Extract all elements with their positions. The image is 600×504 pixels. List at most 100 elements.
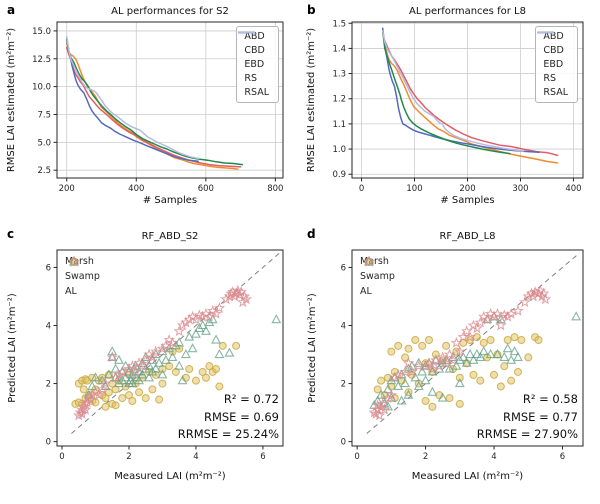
panel-c-plot-area: 0 2 4 6 0 2 4 6 — [46, 249, 284, 462]
y-tick-label: 10.0 — [32, 83, 51, 93]
panel-d-x-axis-label: Measured LAI (m²m⁻²) — [411, 471, 524, 482]
swamp-marker — [437, 357, 448, 367]
marsh-marker — [198, 367, 207, 376]
series-line-ebd — [65, 39, 199, 163]
legend-swatch-star-icon — [363, 255, 375, 267]
marsh-marker — [472, 333, 481, 342]
swamp-marker — [475, 351, 486, 361]
swamp-marker — [495, 314, 506, 324]
al-marker — [433, 360, 445, 372]
swamp-marker — [114, 378, 124, 388]
panel-c-r2-value: R² = 0.72 — [223, 392, 279, 406]
swamp-marker — [90, 372, 101, 382]
swamp-marker — [413, 380, 424, 391]
panel-d-legend: Marsh Swamp AL — [360, 255, 395, 297]
legend-label: RSAL — [244, 87, 269, 98]
marsh-marker — [425, 336, 433, 345]
swamp-marker — [468, 354, 479, 364]
marsh-marker — [442, 341, 451, 350]
x-tick-label: 4 — [193, 452, 198, 462]
al-marker — [436, 351, 449, 363]
al-marker — [146, 351, 159, 363]
legend-label: ABD — [244, 31, 265, 42]
legend-swatch-line-icon — [537, 31, 555, 34]
y-tick-label: 6 — [341, 263, 346, 273]
marsh-marker — [394, 341, 403, 350]
marsh-marker — [411, 336, 420, 345]
series-line-ebd — [381, 27, 540, 154]
swamp-marker — [478, 346, 489, 356]
al-marker — [426, 363, 439, 374]
al-marker — [129, 365, 142, 377]
al-marker — [173, 325, 185, 337]
swamp-marker — [451, 360, 462, 370]
swamp-marker — [396, 369, 407, 379]
swamp-marker — [420, 360, 431, 370]
series-line-rs — [381, 30, 511, 155]
legend-swatch-triangle-icon — [68, 256, 80, 266]
al-marker — [389, 371, 401, 383]
marsh-marker — [212, 365, 221, 374]
series-line-rsal — [381, 30, 524, 152]
panel-d: d RF_ABD_L8 Predicted LAI (m²m⁻²) Measur… — [300, 225, 600, 504]
al-marker — [140, 354, 152, 366]
marsh-marker — [455, 399, 464, 408]
y-tick-label: 2.5 — [37, 166, 51, 176]
identity-line — [366, 252, 580, 434]
swamp-marker — [184, 331, 195, 341]
al-marker — [363, 255, 375, 267]
swamp-marker — [197, 319, 208, 330]
panel-letter-d: d — [307, 227, 316, 241]
marsh-marker — [476, 376, 485, 385]
y-tick-label: 7.5 — [37, 110, 51, 120]
swamp-marker — [363, 256, 375, 266]
swamp-marker — [393, 380, 404, 391]
al-marker — [377, 397, 389, 409]
marsh-marker — [218, 341, 227, 350]
legend-item-rsal: RSAL — [238, 31, 269, 98]
y-tick-label: 1.0 — [332, 145, 346, 155]
y-tick-label: 2 — [46, 380, 51, 390]
swamp-marker — [420, 375, 431, 385]
swamp-marker — [177, 375, 188, 385]
panel-d-rrmse-value: RRMSE = 27.90% — [476, 427, 578, 441]
x-tick-label: 600 — [198, 184, 214, 194]
marsh-marker — [215, 382, 224, 391]
swamp-marker — [410, 372, 421, 382]
marsh-marker — [124, 391, 133, 400]
y-tick-label: 1.4 — [332, 44, 346, 54]
marsh-marker — [455, 373, 464, 382]
swamp-marker — [164, 343, 175, 353]
x-tick-label: 0 — [359, 184, 364, 194]
swamp-marker — [110, 372, 121, 382]
y-tick-label: 1.3 — [332, 70, 346, 80]
legend-item-cbd: CBD — [238, 31, 269, 56]
swamp-marker — [147, 366, 158, 376]
marsh-marker — [79, 385, 88, 394]
marsh-marker — [148, 385, 157, 394]
y-tick-label: 2 — [341, 380, 346, 390]
swamp-marker — [403, 389, 414, 399]
al-marker — [505, 307, 517, 319]
marsh-marker — [479, 338, 488, 347]
y-tick-label: 0 — [46, 438, 51, 448]
legend-item-al: AL — [360, 255, 395, 297]
series-line-rsal — [65, 35, 200, 160]
al-marker — [392, 368, 404, 380]
swamp-marker — [437, 392, 448, 402]
al-marker — [93, 389, 105, 401]
swamp-marker — [211, 334, 221, 344]
swamp-marker — [506, 354, 517, 364]
swamp-marker — [271, 314, 282, 324]
x-tick-label: 400 — [128, 184, 144, 194]
swamp-marker — [120, 360, 131, 370]
swamp-marker — [509, 346, 520, 356]
swamp-marker — [134, 375, 144, 385]
x-tick-label: 4 — [491, 452, 496, 462]
swamp-marker — [201, 325, 211, 335]
swamp-marker — [454, 354, 465, 364]
series-line-abd — [381, 30, 559, 164]
swamp-marker — [154, 357, 165, 367]
marsh-marker — [496, 382, 505, 391]
marsh-marker — [155, 395, 164, 404]
